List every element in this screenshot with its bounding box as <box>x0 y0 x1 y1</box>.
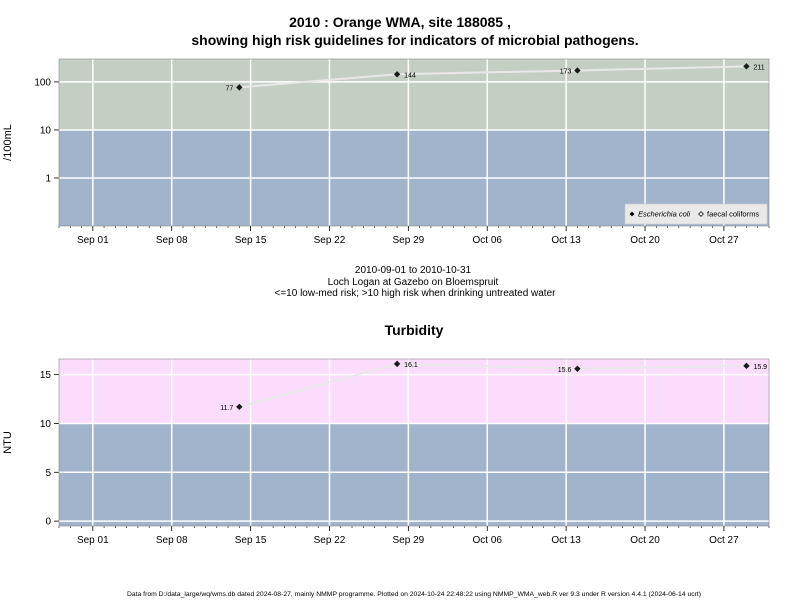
footer-note: Data from D:/data_large/wq/wms.db dated … <box>127 591 701 598</box>
x-tick-label: Oct 27 <box>709 235 739 246</box>
y-tick-label: 1 <box>45 173 51 184</box>
y-tick-label: 5 <box>45 468 51 479</box>
y-tick-label: 100 <box>34 77 51 88</box>
x-tick-label: Sep 29 <box>393 235 425 246</box>
data-label: 11.7 <box>220 405 233 412</box>
data-label: 15.6 <box>558 367 572 374</box>
data-label: 16.1 <box>404 362 418 369</box>
high-risk-band <box>59 359 769 424</box>
x-tick-label: Oct 20 <box>630 535 660 546</box>
series-line <box>239 362 747 408</box>
x-tick-label: Oct 27 <box>709 535 739 546</box>
data-label: 15.9 <box>753 364 767 371</box>
data-point <box>743 63 750 70</box>
y-tick-label: 0 <box>45 517 51 528</box>
y-tick-label: 10 <box>40 125 52 136</box>
x-tick-label: Sep 15 <box>235 235 267 246</box>
data-point <box>743 362 750 370</box>
legend-marker-ecoli <box>629 211 635 217</box>
legend-box <box>624 203 768 225</box>
turbidity-plot: Sep 01 Sep 08 Sep 15 Sep 22 Sep 29 Oct 06 Oct … <box>2 358 770 546</box>
x-tick-label: Sep 08 <box>156 235 188 246</box>
legend-label-faecal: faecal coliforms <box>707 210 759 219</box>
x-tick-label: Oct 06 <box>473 535 503 546</box>
x-tick-label: Sep 08 <box>156 535 188 546</box>
x-tick-label: Oct 13 <box>551 235 581 246</box>
microbial-plot: Sep 01 Sep 08 Sep 15 Sep 22 Sep 29 Oct 06 Oct … <box>2 58 770 246</box>
data-label: 77 <box>226 85 234 92</box>
y-axis-label: /100mL <box>2 124 14 161</box>
data-point <box>236 84 243 91</box>
x-tick-label: Oct 20 <box>630 235 660 246</box>
x-tick-label: Sep 22 <box>314 235 346 246</box>
plot-frame <box>58 58 770 227</box>
data-label: 173 <box>560 68 572 75</box>
turbidity-title: Turbidity <box>385 322 444 338</box>
y-tick-label: 10 <box>40 419 52 430</box>
site-caption: Loch Logan at Gazebo on Bloemspruit <box>328 277 499 288</box>
x-tick-label: Oct 13 <box>551 535 581 546</box>
x-tick-label: Sep 22 <box>314 535 346 546</box>
data-point <box>393 71 401 78</box>
high-risk-band <box>59 59 769 130</box>
data-point <box>393 360 401 368</box>
figure-title-line2: showing high risk guidelines for indicat… <box>191 32 638 48</box>
date-range-caption: 2010-09-01 to 2010-10-31 <box>355 265 472 276</box>
data-label: 144 <box>404 72 416 79</box>
data-label: 211 <box>753 64 764 71</box>
risk-caption: <=10 low-med risk; >10 high risk when dr… <box>275 288 557 299</box>
x-tick-label: Sep 01 <box>77 535 109 546</box>
low-risk-band <box>59 423 769 526</box>
y-axis-label: NTU <box>2 431 14 454</box>
data-point <box>236 403 243 411</box>
x-tick-label: Sep 15 <box>235 535 267 546</box>
legend-label-ecoli: Escherichia coli <box>638 210 690 219</box>
x-tick-label: Sep 29 <box>393 535 425 546</box>
legend-marker-faecal <box>698 211 704 217</box>
data-point <box>574 67 581 74</box>
x-tick-label: Sep 01 <box>77 235 109 246</box>
series-line <box>239 65 747 89</box>
y-tick-label: 15 <box>40 370 52 381</box>
data-point <box>574 365 581 372</box>
figure-title-line1: 2010 : Orange WMA, site 188085 , <box>289 14 511 30</box>
x-tick-label: Oct 06 <box>473 235 503 246</box>
plot-frame <box>58 358 770 527</box>
